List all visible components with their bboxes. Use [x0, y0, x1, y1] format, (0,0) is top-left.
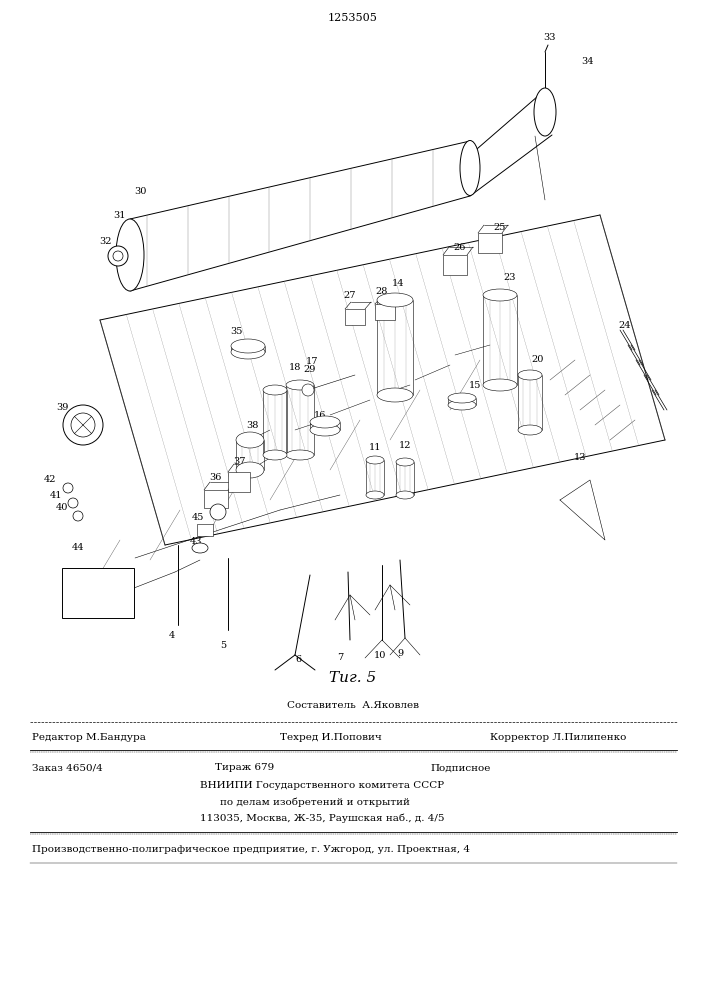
Bar [204, 490, 228, 508]
Text: 32: 32 [99, 237, 111, 246]
Ellipse shape [310, 416, 340, 428]
Text: 28: 28 [376, 288, 388, 296]
Text: 19: 19 [214, 500, 226, 510]
Text: 15: 15 [469, 380, 481, 389]
Text: 44: 44 [71, 544, 84, 552]
Ellipse shape [263, 450, 287, 460]
Text: 5: 5 [220, 641, 226, 650]
Text: 1253505: 1253505 [328, 13, 378, 23]
Text: 38: 38 [246, 420, 258, 430]
Bar [478, 233, 502, 253]
Ellipse shape [236, 462, 264, 478]
Bar [62, 568, 134, 618]
Ellipse shape [518, 370, 542, 380]
Text: 24: 24 [619, 320, 631, 330]
Circle shape [210, 504, 226, 520]
Text: 16: 16 [314, 410, 326, 420]
Ellipse shape [68, 498, 78, 508]
Ellipse shape [448, 393, 476, 403]
Ellipse shape [286, 450, 314, 460]
Ellipse shape [366, 456, 384, 464]
Text: 18: 18 [289, 363, 301, 372]
Bar [197, 524, 213, 536]
Ellipse shape [63, 483, 73, 493]
Bar [443, 255, 467, 275]
Text: 42: 42 [44, 476, 57, 485]
Text: 14: 14 [392, 278, 404, 288]
Text: 30: 30 [134, 188, 146, 196]
Bar [228, 472, 250, 492]
Text: 13: 13 [574, 454, 586, 462]
Text: 4: 4 [169, 631, 175, 640]
Text: 41: 41 [49, 490, 62, 499]
Text: 113035, Москва, Ж-35, Раушская наб., д. 4/5: 113035, Москва, Ж-35, Раушская наб., д. … [200, 813, 445, 823]
Text: 43: 43 [189, 538, 202, 546]
Text: 29: 29 [304, 365, 316, 374]
Ellipse shape [366, 491, 384, 499]
Text: по делам изобретений и открытий: по делам изобретений и открытий [220, 797, 410, 807]
Text: Техред И.Попович: Техред И.Попович [280, 734, 382, 742]
Text: Производственно-полиграфическое предприятие, г. Ужгород, ул. Проектная, 4: Производственно-полиграфическое предприя… [32, 846, 470, 854]
Ellipse shape [236, 432, 264, 448]
Text: Составитель  А.Яковлев: Составитель А.Яковлев [287, 702, 419, 710]
Text: 34: 34 [582, 57, 595, 66]
Ellipse shape [518, 425, 542, 435]
Text: 26: 26 [454, 243, 466, 252]
Ellipse shape [286, 380, 314, 390]
Text: Редактор М.Бандура: Редактор М.Бандура [32, 734, 146, 742]
Text: Тираж 679: Тираж 679 [215, 764, 274, 772]
Ellipse shape [231, 339, 265, 353]
Ellipse shape [396, 491, 414, 499]
Ellipse shape [116, 219, 144, 291]
Ellipse shape [377, 388, 413, 402]
Text: 25: 25 [493, 224, 506, 232]
Text: Корректор Л.Пилипенко: Корректор Л.Пилипенко [490, 734, 626, 742]
Text: 40: 40 [56, 504, 68, 512]
Text: 20: 20 [532, 356, 544, 364]
Ellipse shape [263, 385, 287, 395]
Text: 10: 10 [374, 650, 386, 660]
Ellipse shape [483, 289, 517, 301]
Text: 23: 23 [504, 273, 516, 282]
Ellipse shape [310, 424, 340, 436]
Ellipse shape [377, 293, 413, 307]
Circle shape [63, 405, 103, 445]
Ellipse shape [73, 511, 83, 521]
Ellipse shape [460, 140, 480, 196]
Text: 12: 12 [399, 440, 411, 450]
Ellipse shape [448, 400, 476, 410]
Text: ВНИИПИ Государственного комитета СССР: ВНИИПИ Государственного комитета СССР [200, 782, 444, 790]
Text: Заказ 4650/4: Заказ 4650/4 [32, 764, 103, 772]
Text: 11: 11 [369, 444, 381, 452]
Text: 17: 17 [305, 358, 318, 366]
Ellipse shape [534, 88, 556, 136]
Text: 27: 27 [344, 290, 356, 300]
Text: 9: 9 [397, 648, 403, 658]
Text: 6: 6 [295, 656, 301, 664]
Text: 33: 33 [544, 33, 556, 42]
Text: 31: 31 [114, 211, 127, 220]
Text: 45: 45 [192, 514, 204, 522]
Text: 36: 36 [209, 474, 221, 483]
Text: Подписное: Подписное [430, 764, 491, 772]
Bar [375, 304, 395, 320]
Circle shape [302, 384, 314, 396]
Text: 39: 39 [56, 403, 68, 412]
Ellipse shape [231, 345, 265, 359]
Ellipse shape [108, 246, 128, 266]
Text: 7: 7 [337, 652, 343, 662]
Ellipse shape [483, 379, 517, 391]
Ellipse shape [192, 543, 208, 553]
Text: Τиг. 5: Τиг. 5 [329, 671, 377, 685]
Text: 35: 35 [230, 328, 243, 336]
Bar [345, 309, 365, 325]
Text: 37: 37 [234, 458, 246, 466]
Ellipse shape [396, 458, 414, 466]
